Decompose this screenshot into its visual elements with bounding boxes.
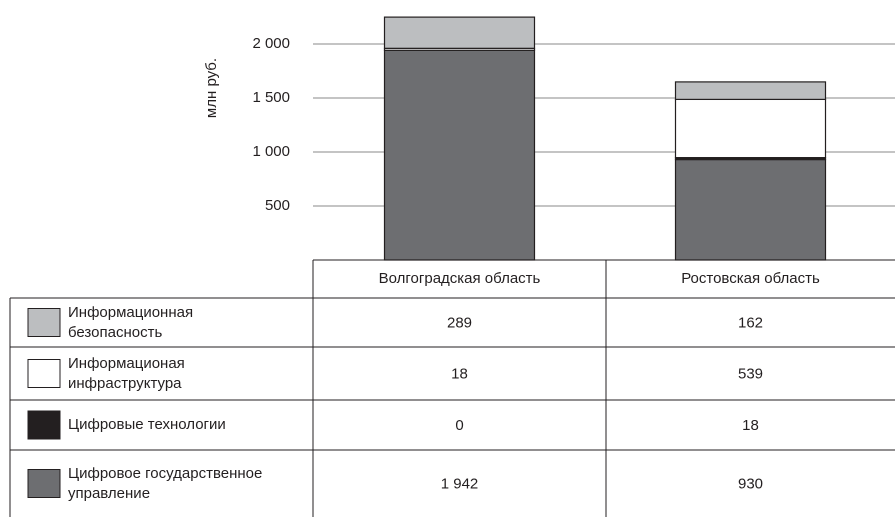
- bar-segment: [674, 81, 827, 101]
- legend-text: Информационая инфраструктура: [68, 347, 278, 400]
- bar-segment: [674, 158, 827, 261]
- legend-label: Цифровые технологии: [68, 400, 278, 450]
- legend-text: Цифровое государственное управление: [68, 450, 278, 517]
- legend-swatch: [27, 308, 61, 337]
- legend-text: Информационная безопасность: [68, 298, 278, 347]
- legend-entry: Информационая инфраструктура: [68, 354, 185, 392]
- y-axis-label: млн руб.: [203, 58, 220, 118]
- table-value: 289: [447, 314, 472, 331]
- legend-entry: Информационная безопасность: [68, 303, 194, 341]
- table-value: 18: [451, 365, 468, 382]
- legend-label: Цифровое государственное управление: [68, 450, 278, 517]
- y-tick-label: 1 500: [252, 89, 290, 106]
- column-header: Волгоградская область: [379, 270, 541, 287]
- legend-swatch: [27, 359, 61, 388]
- table-value: 539: [738, 365, 763, 382]
- legend-entry: Цифровое государственное управление: [68, 464, 263, 502]
- legend-swatch: [27, 410, 61, 440]
- y-tick-label: 1 000: [252, 143, 290, 160]
- bar-segment: [674, 98, 827, 159]
- column-header: Ростовская область: [681, 270, 820, 287]
- legend-text: Цифровые технологии: [68, 400, 278, 450]
- table-value: 0: [455, 417, 463, 434]
- legend-label: Информационная безопасность: [68, 298, 278, 347]
- table-value: 930: [738, 475, 763, 492]
- table-value: 1 942: [441, 475, 479, 492]
- y-tick-label: 500: [265, 197, 290, 214]
- legend-entry: Цифровые технологии: [68, 416, 226, 433]
- bar-segment: [383, 49, 536, 261]
- y-tick-label: 2 000: [252, 35, 290, 52]
- legend-swatch: [27, 469, 61, 498]
- bar-segment: [383, 16, 536, 49]
- table-value: 162: [738, 314, 763, 331]
- table-value: 18: [742, 417, 759, 434]
- legend-label: Информационая инфраструктура: [68, 347, 278, 400]
